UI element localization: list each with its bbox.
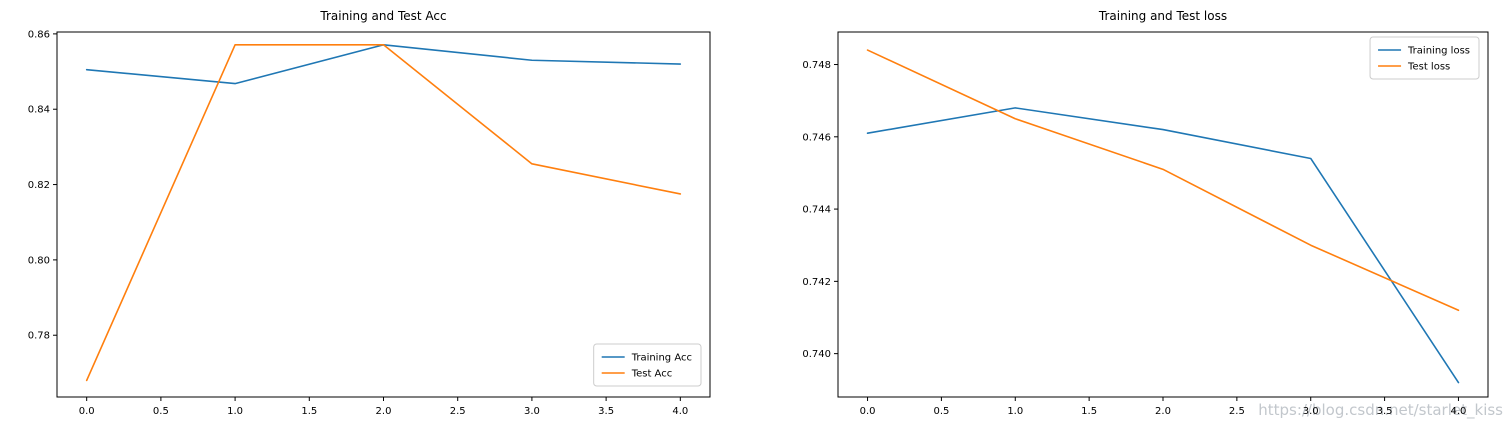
chart-title: Training and Test loss xyxy=(1098,9,1227,23)
legend-label-training-acc: Training Acc xyxy=(631,353,692,364)
legend: Training Acc Test Acc xyxy=(593,343,702,387)
x-tick-label: 1.5 xyxy=(1081,406,1097,417)
y-tick-label: 0.742 xyxy=(802,277,831,288)
series-line-training-loss xyxy=(866,107,1460,384)
legend-box xyxy=(593,343,702,387)
x-tick-label: 3.0 xyxy=(1303,406,1319,417)
x-tick-label: 0.5 xyxy=(153,406,169,417)
x-tick-label: 1.0 xyxy=(1007,406,1023,417)
x-tick-label: 1.5 xyxy=(301,406,317,417)
x-tick-label: 3.0 xyxy=(524,406,540,417)
legend-label-training-loss: Training loss xyxy=(1407,46,1470,57)
y-tick-label: 0.78 xyxy=(28,331,50,342)
series-line-test-acc xyxy=(85,44,682,382)
x-tick-label: 4.0 xyxy=(672,406,688,417)
series-line-training-acc xyxy=(85,44,682,85)
watermark-text: https://blog.csdn.net/starlet_kiss xyxy=(1258,401,1503,419)
x-tick-label: 0.0 xyxy=(860,406,876,417)
y-tick-label: 0.748 xyxy=(802,60,831,71)
x-tick-label: 2.0 xyxy=(376,406,392,417)
y-tick-label: 0.84 xyxy=(28,105,50,116)
y-tick-label: 0.80 xyxy=(28,255,50,266)
series-line-test-loss xyxy=(866,49,1460,312)
y-tick-label: 0.740 xyxy=(802,349,831,360)
x-tick-label: 3.5 xyxy=(598,406,614,417)
legend: Training loss Test loss xyxy=(1369,36,1480,80)
y-tick-label: 0.86 xyxy=(28,29,50,40)
legend-label-test-acc: Test Acc xyxy=(631,369,673,380)
plot-border xyxy=(56,31,711,398)
plot-border xyxy=(837,31,1489,398)
x-tick-label: 2.5 xyxy=(450,406,466,417)
x-tick-label: 3.5 xyxy=(1377,406,1393,417)
legend-box xyxy=(1369,36,1480,80)
y-tick-label: 0.82 xyxy=(28,180,50,191)
x-tick-label: 0.5 xyxy=(933,406,949,417)
chart-title: Training and Test Acc xyxy=(319,9,446,23)
chart-training-test-loss: Training and Test loss 0.0 0.5 1.0 1.5 2.0 2.5… xyxy=(802,9,1489,417)
chart-training-test-acc: Training and Test Acc 0.0 0.5 1.0 1.5 2.0 2.5 3… xyxy=(28,9,711,417)
x-tick-label: 2.0 xyxy=(1155,406,1171,417)
x-tick-label: 1.0 xyxy=(227,406,243,417)
x-tick-label: 0.0 xyxy=(79,406,95,417)
legend-label-test-loss: Test loss xyxy=(1407,62,1450,73)
x-tick-label: 4.0 xyxy=(1451,406,1467,417)
y-tick-label: 0.746 xyxy=(802,132,831,143)
x-tick-label: 2.5 xyxy=(1229,406,1245,417)
y-tick-label: 0.744 xyxy=(802,205,831,216)
